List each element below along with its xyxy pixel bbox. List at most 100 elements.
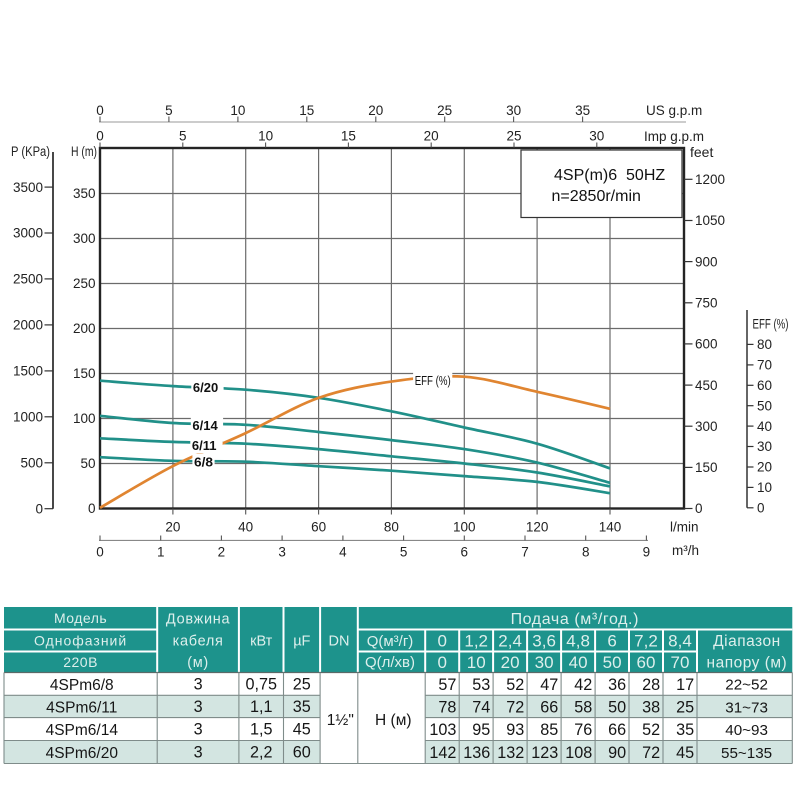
svg-text:3: 3: [194, 676, 203, 694]
svg-text:2,2: 2,2: [250, 744, 273, 762]
svg-text:0: 0: [96, 103, 104, 118]
svg-text:60: 60: [637, 653, 656, 672]
svg-text:0: 0: [96, 129, 104, 144]
svg-text:220В: 220В: [63, 654, 98, 670]
svg-text:55~135: 55~135: [721, 745, 772, 762]
svg-text:5: 5: [400, 545, 408, 560]
svg-text:136: 136: [463, 744, 490, 762]
svg-text:4SPm6/14: 4SPm6/14: [46, 722, 119, 739]
svg-text:52: 52: [642, 721, 660, 739]
svg-text:40: 40: [238, 520, 253, 535]
svg-text:0,75: 0,75: [245, 676, 277, 694]
svg-text:Діапазон: Діапазон: [713, 633, 781, 650]
svg-text:30: 30: [535, 653, 554, 672]
svg-text:EFF (%): EFF (%): [415, 373, 451, 388]
svg-text:Q(л/хв): Q(л/хв): [365, 654, 415, 671]
svg-text:6/14: 6/14: [192, 418, 218, 433]
svg-text:80: 80: [384, 520, 399, 535]
svg-text:20: 20: [757, 460, 772, 475]
svg-text:66: 66: [608, 721, 626, 739]
svg-text:42: 42: [574, 676, 592, 694]
svg-text:25: 25: [676, 699, 694, 717]
svg-text:45: 45: [676, 744, 694, 762]
svg-text:0: 0: [96, 545, 104, 560]
svg-text:6/20: 6/20: [193, 380, 218, 395]
svg-text:кВт: кВт: [250, 634, 273, 650]
svg-text:4SPm6/8: 4SPm6/8: [50, 677, 114, 694]
svg-text:45: 45: [293, 721, 311, 739]
svg-text:4: 4: [339, 545, 347, 560]
svg-text:0: 0: [88, 501, 96, 516]
svg-text:17: 17: [676, 676, 694, 694]
svg-text:47: 47: [540, 676, 558, 694]
svg-text:15: 15: [341, 129, 356, 144]
svg-text:123: 123: [531, 744, 558, 762]
svg-text:P (KPa): P (KPa): [11, 144, 50, 159]
svg-text:напору (м): напору (м): [707, 654, 788, 671]
svg-text:35: 35: [293, 698, 311, 716]
svg-text:25: 25: [437, 103, 452, 118]
svg-text:600: 600: [695, 337, 718, 352]
svg-text:3500: 3500: [13, 180, 43, 195]
svg-text:H (m): H (m): [71, 144, 97, 159]
svg-text:350: 350: [73, 186, 96, 201]
svg-text:200: 200: [73, 321, 96, 336]
svg-text:Довжина: Довжина: [166, 611, 231, 627]
svg-text:10: 10: [230, 103, 245, 118]
svg-text:5: 5: [179, 129, 187, 144]
svg-text:300: 300: [73, 231, 96, 246]
svg-text:0: 0: [437, 653, 446, 672]
svg-text:31~73: 31~73: [725, 699, 768, 716]
svg-text:0: 0: [35, 501, 43, 516]
svg-text:80: 80: [757, 337, 772, 352]
svg-text:6/11: 6/11: [192, 438, 217, 453]
svg-text:DN: DN: [329, 634, 350, 650]
svg-text:36: 36: [608, 676, 626, 694]
svg-text:8: 8: [582, 545, 590, 560]
svg-text:4SPm6/11: 4SPm6/11: [46, 700, 117, 717]
svg-text:30: 30: [589, 129, 604, 144]
svg-text:l/min: l/min: [670, 520, 699, 535]
svg-text:142: 142: [429, 744, 456, 762]
svg-text:35: 35: [676, 721, 694, 739]
svg-text:120: 120: [526, 520, 549, 535]
svg-text:30: 30: [506, 103, 521, 118]
svg-text:7,2: 7,2: [634, 632, 658, 651]
svg-text:85: 85: [540, 721, 558, 739]
svg-text:кабеля: кабеля: [173, 634, 224, 650]
svg-text:70: 70: [671, 653, 690, 672]
svg-text:6: 6: [607, 632, 616, 651]
svg-text:1,1: 1,1: [250, 698, 273, 716]
svg-text:900: 900: [695, 254, 718, 269]
svg-text:1050: 1050: [695, 213, 725, 228]
svg-text:feet: feet: [690, 144, 713, 160]
svg-text:2: 2: [218, 545, 226, 560]
svg-text:2000: 2000: [13, 318, 43, 333]
svg-text:1000: 1000: [13, 410, 43, 425]
svg-text:52: 52: [506, 676, 524, 694]
svg-text:EFF (%): EFF (%): [753, 317, 789, 332]
svg-text:22~52: 22~52: [725, 677, 768, 694]
svg-text:6/8: 6/8: [194, 454, 213, 469]
svg-text:4,8: 4,8: [566, 632, 590, 651]
svg-text:53: 53: [472, 676, 490, 694]
svg-text:20: 20: [424, 129, 439, 144]
svg-text:50: 50: [603, 653, 622, 672]
svg-text:95: 95: [472, 721, 490, 739]
svg-text:9: 9: [643, 545, 651, 560]
svg-text:66: 66: [540, 699, 558, 717]
svg-text:38: 38: [642, 699, 660, 717]
svg-text:25: 25: [293, 676, 311, 694]
svg-text:76: 76: [574, 721, 592, 739]
svg-text:1200: 1200: [695, 172, 725, 187]
svg-text:72: 72: [506, 699, 524, 717]
svg-text:15: 15: [299, 103, 314, 118]
svg-text:1500: 1500: [13, 364, 43, 379]
svg-text:300: 300: [695, 419, 718, 434]
svg-text:50: 50: [608, 699, 626, 717]
svg-text:72: 72: [642, 744, 660, 762]
svg-text:µF: µF: [293, 634, 310, 650]
svg-text:25: 25: [506, 129, 521, 144]
svg-text:90: 90: [608, 744, 626, 762]
svg-text:50: 50: [80, 456, 95, 471]
